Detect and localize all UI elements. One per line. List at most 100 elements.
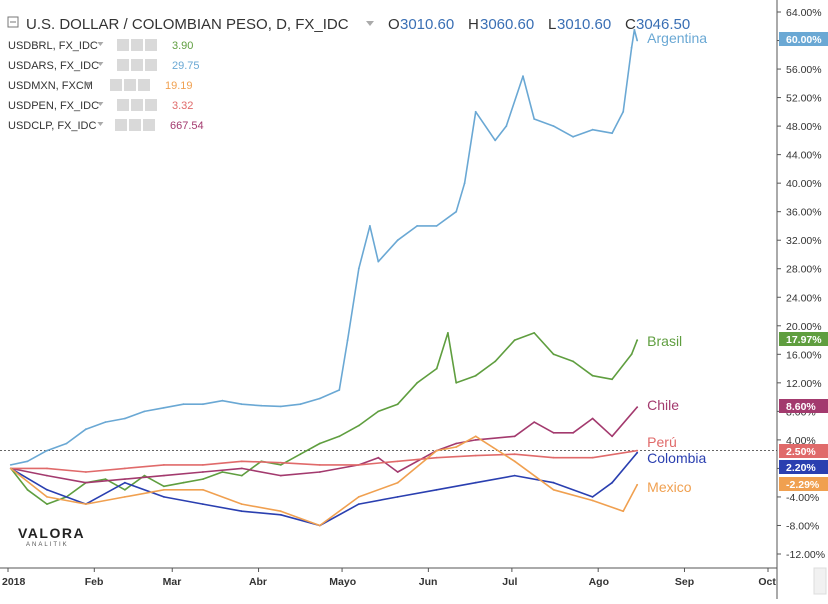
eye-icon[interactable]: [110, 79, 122, 91]
gear-icon[interactable]: [131, 59, 143, 71]
data-point: [46, 449, 48, 452]
y-tick-label: 16.00%: [786, 349, 822, 361]
x-tick-label: Mar: [163, 576, 182, 588]
data-point: [552, 431, 555, 434]
series-annotation: Mexico: [647, 479, 692, 495]
series-4: Colombia: [9, 450, 707, 527]
gear-icon[interactable]: [129, 119, 141, 131]
data-point: [572, 135, 574, 138]
ohlc-value: 3010.60: [400, 16, 454, 33]
data-point: [630, 46, 633, 49]
y-tick-label: 64.00%: [786, 7, 822, 19]
data-point: [240, 474, 243, 477]
legend-row[interactable]: USDBRL, FX_IDC 3.90: [8, 39, 193, 52]
last-value-badge: 2.50%: [779, 444, 828, 458]
badge-bg: [779, 477, 828, 491]
series-annotation: Brasil: [647, 333, 682, 349]
badge-value: 60.00%: [786, 34, 822, 46]
data-point: [396, 460, 399, 463]
legend-dropdown-icon[interactable]: [97, 42, 104, 46]
legend-dropdown-icon[interactable]: [97, 62, 104, 66]
y-tick-label: 36.00%: [786, 207, 822, 219]
data-point: [494, 139, 497, 142]
y-tick-label: 44.00%: [786, 150, 822, 162]
data-point: [435, 488, 438, 491]
data-point: [552, 456, 555, 459]
legend-dropdown-icon[interactable]: [97, 122, 104, 126]
scroll-corner-button[interactable]: [813, 567, 827, 595]
legend-row[interactable]: USDMXN, FXCM 19.19: [8, 79, 193, 92]
legend-dropdown-icon[interactable]: [97, 102, 104, 106]
series-line: [10, 406, 638, 484]
data-point: [357, 503, 360, 505]
data-point: [447, 332, 449, 334]
data-point: [202, 488, 204, 491]
close-icon[interactable]: [143, 119, 155, 131]
x-tick-label: Jun: [419, 576, 438, 588]
data-point: [622, 510, 625, 513]
close-icon[interactable]: [145, 39, 157, 51]
data-point: [46, 503, 48, 505]
data-point: [318, 442, 321, 445]
data-point: [396, 403, 399, 406]
gear-icon[interactable]: [131, 39, 143, 51]
data-point: [455, 210, 458, 213]
data-point: [636, 406, 639, 408]
data-point: [85, 428, 87, 431]
data-point: [455, 442, 458, 445]
y-tick-label: 32.00%: [786, 235, 822, 247]
data-point: [357, 424, 360, 427]
ohlc-value: 3060.60: [480, 16, 534, 33]
close-icon[interactable]: [145, 99, 157, 111]
y-tick-label: 24.00%: [786, 292, 822, 304]
data-point: [357, 464, 360, 466]
data-point: [202, 478, 204, 480]
title-dropdown-icon[interactable]: [366, 21, 374, 26]
close-icon[interactable]: [138, 79, 150, 91]
data-point: [552, 125, 555, 127]
eye-icon[interactable]: [117, 99, 129, 111]
data-point: [474, 435, 477, 438]
eye-icon[interactable]: [117, 59, 129, 71]
y-tick-label: -12.00%: [786, 549, 825, 561]
series-annotation: Perú: [647, 434, 677, 450]
data-point: [513, 435, 516, 438]
price-scale[interactable]: 64.00% 60.00% 56.00% 52.00% 48.00% 44.00% 40.0…: [777, 7, 828, 561]
data-point: [591, 496, 594, 498]
symbol-title: U.S. DOLLAR / COLOMBIAN PESO, D, FX_IDC: [26, 16, 349, 33]
time-scale[interactable]: 2018 Feb Mar Abr Mayo Jun Jul Ago Sep Oct: [2, 568, 776, 588]
data-point: [26, 488, 29, 491]
eye-icon[interactable]: [117, 39, 129, 51]
legend-row[interactable]: USDPEN, FX_IDC 3.32: [8, 99, 193, 112]
badge-value: 2.20%: [786, 462, 816, 474]
watermark-subtext: ANALITIK: [26, 542, 69, 548]
data-point: [318, 471, 321, 473]
data-point: [396, 481, 399, 484]
data-point: [143, 474, 146, 477]
badge-value: 2.50%: [786, 446, 816, 458]
data-point: [338, 389, 341, 391]
legend-row[interactable]: USDARS, FX_IDC 29.75: [8, 59, 200, 72]
data-point: [636, 483, 639, 486]
data-point: [240, 510, 243, 513]
data-point: [513, 474, 516, 477]
collapse-toggle-icon[interactable]: [7, 16, 19, 28]
data-point: [611, 481, 613, 484]
y-tick-label: 40.00%: [786, 178, 822, 190]
legend-row[interactable]: USDCLP, FX_IDC 667.54: [8, 119, 204, 132]
eye-icon[interactable]: [115, 119, 127, 131]
data-point: [474, 374, 477, 377]
data-point: [505, 125, 508, 127]
data-point: [455, 381, 458, 384]
data-point: [318, 397, 321, 400]
gear-icon[interactable]: [131, 99, 143, 111]
close-icon[interactable]: [145, 59, 157, 71]
gear-icon[interactable]: [124, 79, 136, 91]
data-point: [416, 225, 419, 227]
legend-value: 19.19: [165, 80, 193, 92]
data-point: [240, 503, 243, 505]
legend-dropdown-icon[interactable]: [85, 82, 92, 86]
data-point: [636, 339, 639, 341]
